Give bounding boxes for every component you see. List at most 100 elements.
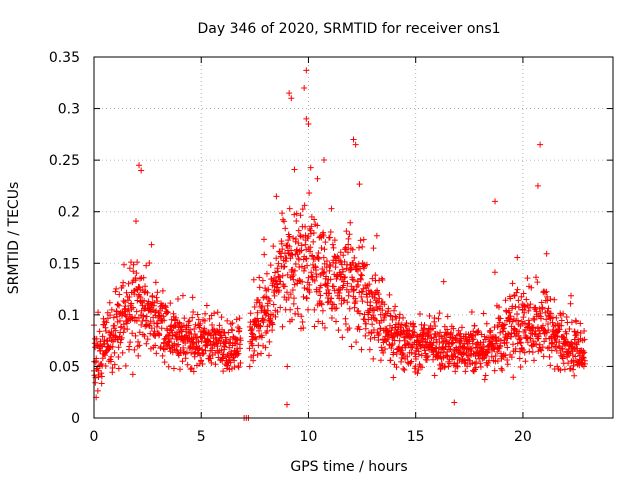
- data-point: [468, 309, 475, 316]
- data-point: [499, 367, 506, 374]
- data-point: [321, 268, 328, 275]
- data-point: [248, 327, 255, 334]
- data-point: [543, 329, 550, 336]
- data-point: [539, 304, 546, 311]
- data-point: [568, 292, 575, 299]
- data-point: [533, 274, 540, 281]
- data-point: [577, 330, 584, 337]
- data-point: [267, 262, 274, 269]
- data-point: [301, 202, 308, 209]
- data-point: [414, 345, 421, 352]
- data-point: [235, 350, 242, 357]
- data-point: [370, 314, 377, 321]
- data-point: [276, 287, 283, 294]
- data-point: [435, 315, 442, 322]
- data-point: [341, 274, 348, 281]
- data-point: [497, 315, 504, 322]
- data-point: [408, 358, 415, 365]
- data-point: [284, 401, 291, 408]
- data-point: [115, 365, 122, 372]
- data-point: [358, 346, 365, 353]
- data-point: [301, 284, 308, 291]
- data-point: [95, 309, 102, 316]
- data-point: [161, 317, 168, 324]
- data-point: [285, 237, 292, 244]
- data-point: [190, 309, 197, 316]
- data-point: [313, 273, 320, 280]
- data-point: [558, 345, 565, 352]
- data-point: [560, 310, 567, 317]
- data-point: [108, 353, 115, 360]
- data-point: [337, 249, 344, 256]
- data-point: [179, 292, 186, 299]
- data-point: [271, 292, 278, 299]
- data-point: [338, 261, 345, 268]
- data-point: [229, 320, 236, 327]
- data-point: [563, 314, 570, 321]
- y-tick-label: 0: [71, 411, 80, 427]
- data-point: [93, 335, 100, 342]
- data-point: [136, 342, 143, 349]
- data-point: [191, 353, 198, 360]
- data-point: [246, 363, 253, 370]
- chart-title: Day 346 of 2020, SRMTID for receiver ons…: [197, 21, 500, 37]
- data-point: [303, 67, 310, 74]
- data-point: [253, 336, 260, 343]
- data-point: [360, 285, 367, 292]
- data-point: [419, 331, 426, 338]
- data-point: [169, 332, 176, 339]
- data-point: [122, 362, 129, 369]
- data-point: [153, 350, 160, 357]
- data-point: [482, 372, 489, 379]
- data-point: [190, 368, 197, 375]
- data-point: [310, 229, 317, 236]
- data-point: [274, 308, 281, 315]
- data-point: [534, 279, 541, 286]
- data-point: [318, 301, 325, 308]
- data-point: [532, 304, 539, 311]
- data-point: [462, 368, 469, 375]
- data-point: [468, 345, 475, 352]
- data-point: [290, 234, 297, 241]
- data-point: [145, 322, 152, 329]
- data-point: [573, 318, 580, 325]
- x-tick-label: 0: [90, 429, 99, 445]
- data-point: [166, 338, 173, 345]
- data-point: [318, 245, 325, 252]
- data-point: [115, 353, 122, 360]
- data-point: [358, 271, 365, 278]
- data-point: [148, 241, 155, 248]
- data-point: [176, 319, 183, 326]
- data-point: [203, 302, 210, 309]
- data-point: [182, 355, 189, 362]
- data-point: [519, 306, 526, 313]
- data-point: [543, 316, 550, 323]
- data-point: [102, 327, 109, 334]
- data-point: [161, 346, 168, 353]
- data-point: [390, 349, 397, 356]
- data-point: [385, 305, 392, 312]
- data-point: [298, 242, 305, 249]
- data-point: [415, 351, 422, 358]
- data-point: [316, 288, 323, 295]
- data-point: [491, 269, 498, 276]
- data-point: [497, 337, 504, 344]
- data-point: [525, 307, 532, 314]
- data-point: [140, 313, 147, 320]
- data-point: [575, 338, 582, 345]
- data-point: [363, 320, 370, 327]
- data-point: [275, 260, 282, 267]
- data-point: [229, 327, 236, 334]
- data-point: [302, 223, 309, 230]
- data-point: [172, 314, 179, 321]
- data-point: [333, 305, 340, 312]
- data-point: [260, 236, 267, 243]
- data-point: [268, 320, 275, 327]
- data-point: [207, 355, 214, 362]
- data-point: [538, 347, 545, 354]
- data-point: [311, 306, 318, 313]
- data-point: [349, 276, 356, 283]
- data-point: [581, 328, 588, 335]
- data-point: [350, 136, 357, 143]
- data-point: [474, 328, 481, 335]
